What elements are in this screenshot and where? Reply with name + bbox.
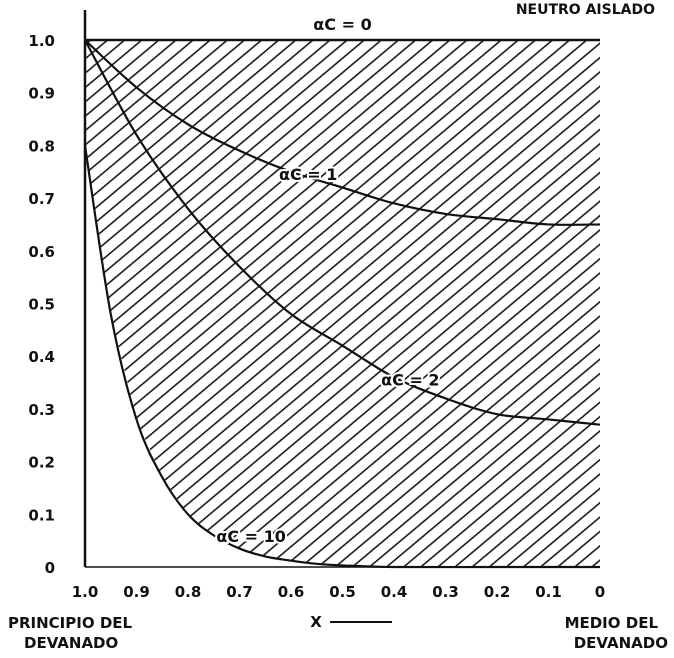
y-tick-label: 0.5 [28,296,55,314]
series-label: αC = 10 [216,527,286,546]
x-left-caption: PRINCIPIO DEL [8,614,133,632]
series-label: αC = 1 [279,165,337,184]
x-tick-label: 0.5 [329,583,356,601]
x-tick-label: 0.2 [484,583,511,601]
x-axis-label: X [310,613,322,631]
tick-labels: 0 0.1 0.2 0.3 0.4 0.5 0.6 0.7 0.8 0.9 1.0 1.0 0.9 0.8… [28,32,605,601]
series-label: αC = 2 [381,370,439,389]
x-tick-label: 0.9 [123,583,150,601]
series-line [84,39,601,426]
y-tick-label: 0.3 [28,401,55,419]
y-tick-label: 0.2 [28,454,55,472]
y-tick-label: 0.6 [28,243,55,261]
series-line [83,145,600,569]
x-tick-label: 0 [595,583,605,601]
x-tick-label: 0.4 [381,583,408,601]
x-tick-label: 0.6 [278,583,305,601]
y-tick-label: 0.1 [28,506,55,524]
x-tick-label: 0.8 [175,583,202,601]
series-line [84,39,601,226]
y-tick-label: 0.8 [28,137,55,155]
series-lines [83,38,601,569]
hatched-region [85,40,600,567]
y-tick-label: 0.9 [28,85,55,103]
x-right-caption: MEDIO DEL [565,614,659,632]
y-tick-label: 0.4 [28,348,55,366]
x-tick-label: 0.1 [535,583,562,601]
x-tick-label: 1.0 [72,583,99,601]
y-tick-label: 0 [45,559,55,577]
x-right-caption: DEVANADO [574,634,668,652]
y-tick-label: 0.7 [28,190,55,208]
series-label: αC = 0 [313,15,371,34]
y-tick-label: 1.0 [28,32,55,50]
hatch-fill [85,40,600,567]
chart-labels: αC = 0 αC = 1 αC = 2 αC = 10 NEUTRO AISLADO X… [8,2,668,652]
chart-title: NEUTRO AISLADO [516,2,655,18]
x-tick-label: 0.3 [432,583,459,601]
x-left-caption: DEVANADO [24,634,118,652]
x-tick-label: 0.7 [226,583,253,601]
